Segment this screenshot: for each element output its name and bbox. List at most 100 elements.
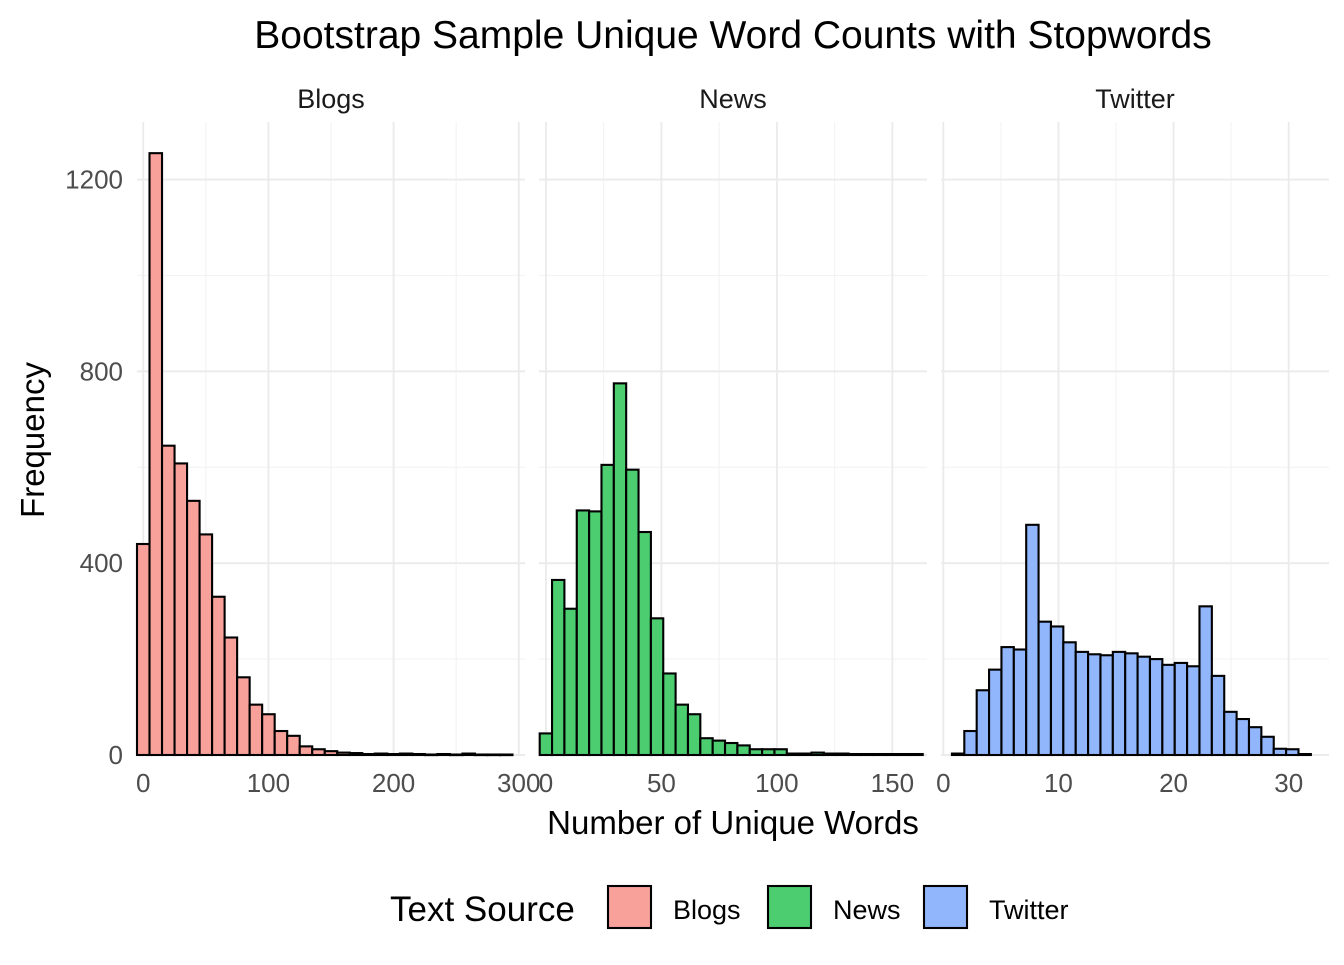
histogram-bar — [637, 530, 652, 757]
histogram-bar — [198, 533, 214, 757]
y-tick-label: 0 — [109, 740, 123, 770]
histogram-bar — [436, 752, 451, 757]
histogram-bar — [686, 713, 702, 757]
histogram-bar — [223, 636, 239, 757]
histogram-bar — [498, 753, 514, 757]
x-axis-title: Number of Unique Words — [547, 804, 919, 841]
histogram-bar — [323, 750, 339, 757]
histogram-bar — [736, 744, 751, 757]
histogram-bar — [461, 752, 476, 757]
histogram-bar — [588, 510, 603, 757]
histogram-bar — [1025, 523, 1040, 757]
histogram-bar — [135, 542, 151, 757]
legend-key-twitter — [922, 884, 969, 930]
y-tick-label: 400 — [80, 548, 123, 578]
facet-label-twitter: Twitter — [1095, 84, 1175, 114]
histogram-bar — [1062, 641, 1077, 757]
legend: Text Source Blogs News Twitter — [390, 884, 1069, 930]
histogram-bar — [909, 752, 924, 757]
histogram-bar — [988, 668, 1003, 757]
histogram-bar — [348, 752, 364, 757]
histogram-bar — [1099, 654, 1114, 757]
histogram-bar — [1049, 625, 1065, 757]
histogram-bar — [211, 595, 226, 757]
legend-label-news: News — [833, 895, 901, 925]
histogram-bar — [748, 748, 764, 757]
histogram-bar — [575, 509, 591, 757]
histogram-bar — [785, 752, 801, 757]
histogram-bar — [1198, 605, 1213, 757]
histogram-bar — [975, 689, 991, 757]
facet-label-blogs: Blogs — [297, 84, 365, 114]
x-tick-label: 0 — [539, 768, 553, 798]
histogram-bar — [1148, 658, 1164, 757]
histogram-bar — [884, 752, 900, 757]
histogram-bar — [1087, 653, 1102, 757]
histogram-bar — [411, 752, 426, 757]
histogram-bar — [1124, 652, 1139, 757]
histogram-bar — [1136, 655, 1152, 757]
y-axis-title: Frequency — [14, 362, 51, 518]
histogram-bar — [148, 152, 164, 757]
x-tick-label: 20 — [1159, 768, 1188, 798]
x-tick-label: 0 — [136, 768, 150, 798]
panel-blogs: 0 100 200 300 Blogs — [135, 84, 540, 798]
histogram-bar — [1272, 747, 1288, 757]
histogram-bar — [248, 703, 264, 757]
panel-news: 0 50 100 150 News — [538, 84, 927, 798]
histogram-bar — [336, 751, 351, 757]
histogram-bar — [822, 752, 838, 757]
x-tick-label: 0 — [936, 768, 950, 798]
histogram-bar — [761, 748, 776, 757]
y-tick-label: 1200 — [65, 165, 123, 195]
histogram-bar — [625, 468, 640, 757]
histogram-bar — [1210, 674, 1226, 757]
histogram-bar — [538, 732, 554, 757]
histogram-bar — [1000, 646, 1015, 757]
histogram-bar — [600, 463, 615, 757]
histogram-bar — [1223, 710, 1238, 757]
y-tick-label: 800 — [80, 356, 123, 386]
histogram-bar — [950, 752, 966, 757]
histogram-bar — [810, 751, 825, 757]
histogram-bar — [298, 745, 314, 757]
x-tick-label: 30 — [1274, 768, 1303, 798]
histogram-bar — [261, 713, 276, 757]
x-tick-label: 300 — [497, 768, 540, 798]
histogram-bar — [236, 676, 251, 757]
x-tick-label: 150 — [871, 768, 914, 798]
histogram-bar — [835, 752, 850, 757]
x-tick-label: 200 — [372, 768, 415, 798]
histogram-bar — [1012, 648, 1028, 757]
histogram-bar — [723, 741, 739, 757]
histogram-bar — [1037, 620, 1053, 757]
histogram-bar — [311, 748, 326, 757]
histogram-bar — [273, 729, 289, 757]
histogram-bar — [1285, 748, 1300, 757]
legend-title: Text Source — [390, 890, 575, 929]
histogram-bar — [1247, 726, 1263, 757]
histogram-bar — [398, 752, 414, 757]
histogram-bar — [896, 752, 912, 757]
histogram-bar — [1111, 650, 1127, 757]
histogram-bar — [361, 752, 376, 757]
histogram-bar — [373, 752, 389, 757]
x-tick-label: 100 — [755, 768, 798, 798]
histogram-bar — [847, 752, 862, 757]
histogram-bar — [486, 753, 502, 757]
legend-key-blogs — [606, 884, 653, 930]
legend-key-news — [766, 884, 813, 930]
histogram-bar — [1260, 735, 1275, 757]
histogram-bar — [1074, 650, 1090, 757]
histogram-bar — [473, 753, 489, 757]
histogram-bar — [711, 739, 727, 757]
histogram-bar — [859, 752, 875, 757]
histogram-bar — [1297, 752, 1312, 757]
legend-label-blogs: Blogs — [673, 895, 741, 925]
histogram-bar — [423, 753, 439, 757]
histogram-bar — [649, 617, 665, 757]
histogram-bar — [963, 729, 978, 757]
